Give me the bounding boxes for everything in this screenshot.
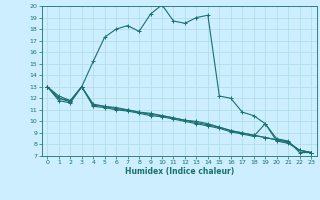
- X-axis label: Humidex (Indice chaleur): Humidex (Indice chaleur): [124, 167, 234, 176]
